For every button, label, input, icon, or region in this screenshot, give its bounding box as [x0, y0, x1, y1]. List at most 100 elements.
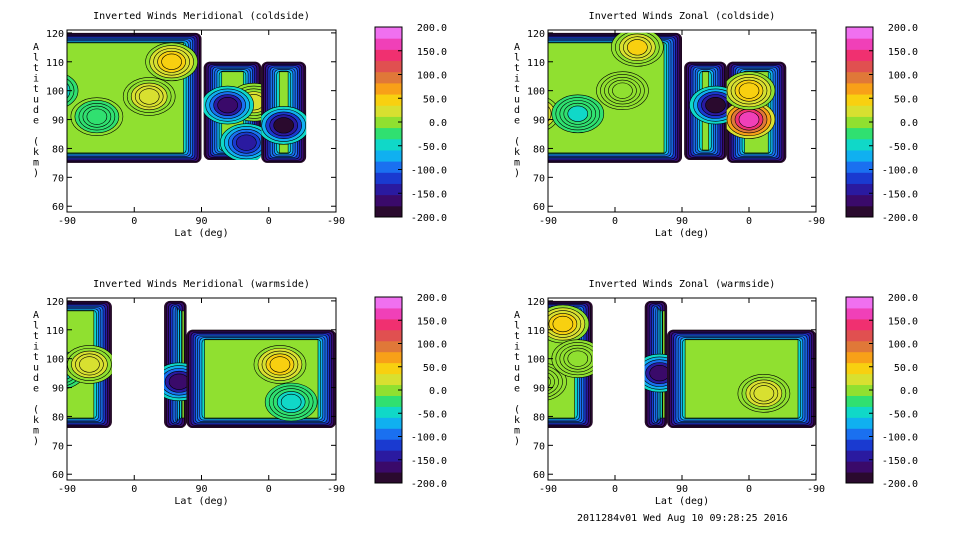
data-block — [0, 300, 112, 428]
colorbar-tick-label: -150.0 — [411, 189, 447, 200]
colorbar-swatch — [846, 183, 873, 196]
x-tick-label: -90 — [58, 216, 76, 227]
colorbar-swatch — [375, 340, 402, 353]
colorbar-tick-label: -200.0 — [411, 213, 447, 224]
contour-level — [548, 370, 555, 393]
y-tick-label: 60 — [533, 202, 545, 213]
contour-level — [0, 351, 33, 378]
colorbar-tick-label: 50.0 — [423, 94, 447, 105]
colorbar-swatch — [846, 450, 873, 462]
colorbar-swatch — [846, 205, 873, 218]
colorbar-swatch — [375, 172, 402, 184]
colorbar-tick-label: 100.0 — [417, 71, 447, 82]
contour-level — [280, 393, 302, 411]
data-block — [164, 300, 187, 428]
colorbar-tick-label: 150.0 — [888, 47, 918, 58]
contour-level — [5, 357, 25, 373]
colorbar-swatch — [375, 49, 402, 62]
figure-svg: -90 0 90 0 -90 60 70 80 90 100 110 120 Inverted Wind… — [0, 11, 918, 507]
colorbar-swatch — [375, 384, 402, 396]
x-tick-label: 90 — [195, 484, 207, 495]
colorbar-tick-label: -200.0 — [882, 479, 918, 490]
colorbar-swatch — [846, 172, 873, 184]
x-tick-label: 0 — [746, 484, 752, 495]
colorbar-swatch — [846, 351, 873, 364]
y-tick-label: 70 — [533, 441, 545, 452]
x-tick-label: 0 — [612, 484, 618, 495]
x-tick-label: 0 — [266, 484, 272, 495]
colorbar-tick-label: 50.0 — [423, 363, 447, 374]
colorbar-swatch — [375, 428, 402, 440]
x-tick-label: 0 — [746, 216, 752, 227]
colorbar-swatch — [846, 329, 873, 342]
data-block — [644, 300, 668, 428]
colorbar-swatch — [375, 439, 402, 451]
colorbar-tick-label: 100.0 — [888, 71, 918, 82]
y-tick-label: 60 — [52, 202, 64, 213]
colorbar-tick-label: 200.0 — [417, 23, 447, 34]
contour-level — [161, 53, 182, 70]
colorbar-swatch — [846, 384, 873, 396]
y-tick-label: 70 — [52, 173, 64, 184]
x-axis-label: Lat (deg) — [174, 228, 228, 239]
colorbar-tick-label: -100.0 — [411, 433, 447, 444]
footer-timestamp: 2011284v01 Wed Aug 10 09:28:25 2016 — [577, 513, 788, 524]
contour-level — [548, 373, 551, 390]
y-tick-label: 110 — [527, 326, 545, 337]
colorbar-swatch — [846, 417, 873, 429]
colorbar-swatch — [846, 161, 873, 173]
y-tick-label: 70 — [533, 173, 545, 184]
y-tick-label: 70 — [52, 441, 64, 452]
colorbar-tick-label: 200.0 — [417, 293, 447, 304]
contour-level — [86, 108, 108, 125]
chart-title: Inverted Winds Zonal (warmside) — [589, 279, 776, 290]
colorbar-tick-label: -100.0 — [882, 433, 918, 444]
colorbar-tick-label: 100.0 — [417, 340, 447, 351]
colorbar-swatch — [375, 27, 402, 39]
colorbar-tick-label: 100.0 — [888, 340, 918, 351]
colorbar-swatch — [846, 395, 873, 407]
x-tick-label: -90 — [807, 216, 825, 227]
contour-level — [753, 385, 775, 402]
chart-title: Inverted Winds Zonal (coldside) — [589, 11, 776, 22]
colorbar-swatch — [375, 307, 402, 320]
y-tick-label: 80 — [52, 412, 64, 423]
data-block — [684, 61, 727, 160]
colorbar-swatch — [375, 138, 402, 151]
data-block — [667, 329, 816, 428]
x-axis-label: Lat (deg) — [655, 228, 709, 239]
colorbar-tick-label: -50.0 — [888, 142, 918, 153]
colorbar-swatch — [375, 71, 402, 84]
colorbar-swatch — [846, 127, 873, 140]
chart-panel-0: -90 0 90 0 -90 60 70 80 90 100 110 120 Inverted Wind… — [33, 11, 447, 239]
contour-level — [738, 111, 760, 128]
contour-level — [705, 97, 726, 114]
colorbar-swatch — [375, 127, 402, 140]
y-tick-label: 110 — [46, 58, 64, 69]
colorbar-swatch — [375, 417, 402, 429]
colorbar-swatch — [846, 116, 873, 129]
x-tick-label: -90 — [807, 484, 825, 495]
colorbar-tick-label: -150.0 — [411, 456, 447, 467]
chart-panel-1: -90 0 90 0 -90 60 70 80 90 100 110 120 Inverted Wind… — [514, 11, 918, 239]
colorbar-swatch — [846, 362, 873, 375]
contour-field — [0, 300, 336, 428]
y-tick-label: 80 — [533, 412, 545, 423]
y-tick-label: 60 — [52, 470, 64, 481]
x-tick-label: 90 — [676, 484, 688, 495]
colorbar-swatch — [846, 94, 873, 106]
colorbar-swatch — [846, 149, 873, 162]
colorbar-swatch — [375, 149, 402, 162]
data-block — [186, 329, 336, 428]
colorbar-tick-label: -200.0 — [411, 479, 447, 490]
colorbar-swatch — [375, 82, 402, 95]
chart-title: Inverted Winds Meridional (coldside) — [93, 11, 310, 22]
colorbar-tick-label: 200.0 — [888, 293, 918, 304]
colorbar-tick-label: 0.0 — [429, 386, 447, 397]
colorbar-tick-label: -200.0 — [882, 213, 918, 224]
contour-level — [738, 82, 760, 99]
colorbar-swatch — [846, 105, 873, 117]
